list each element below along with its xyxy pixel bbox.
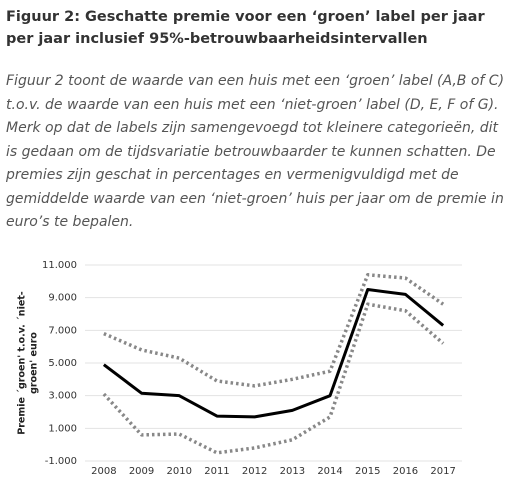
y-tick-label: 1.000 — [48, 423, 77, 434]
y-tick-label: -1.000 — [45, 456, 77, 467]
y-tick-label: 5.000 — [48, 358, 77, 369]
x-tick-label: 2015 — [355, 466, 380, 477]
y-axis-label-line: groen' euro — [29, 332, 40, 394]
y-axis-label: Premie ´groen' t.o.v. ´niet- groen' euro — [17, 291, 40, 435]
y-tick-label: 3.000 — [48, 391, 77, 402]
x-tick-label: 2009 — [129, 466, 154, 477]
x-tick-label: 2013 — [280, 466, 305, 477]
y-axis-label-line: Premie ´groen' t.o.v. ´niet- — [17, 291, 28, 435]
x-tick-label: 2012 — [242, 466, 267, 477]
y-tick-label: 9.000 — [48, 293, 77, 304]
x-tick-label: 2008 — [91, 466, 116, 477]
x-tick-label: 2011 — [204, 466, 229, 477]
x-tick-label: 2017 — [430, 466, 455, 477]
x-tick-label: 2014 — [317, 466, 342, 477]
heading: Figuur 2: Geschatte premie voor een ‘gro… — [6, 9, 485, 47]
y-tick-label: 7.000 — [48, 325, 77, 336]
series-line — [102, 288, 445, 419]
y-tick-label: 11.000 — [42, 260, 77, 271]
series-line — [102, 302, 445, 455]
x-tick-label: 2010 — [167, 466, 192, 477]
chart: Premie ´groen' t.o.v. ´niet- groen' euro… — [17, 260, 462, 477]
caption: Figuur 2 toont de waarde van een huis me… — [6, 73, 505, 230]
x-tick-label: 2016 — [393, 466, 418, 477]
